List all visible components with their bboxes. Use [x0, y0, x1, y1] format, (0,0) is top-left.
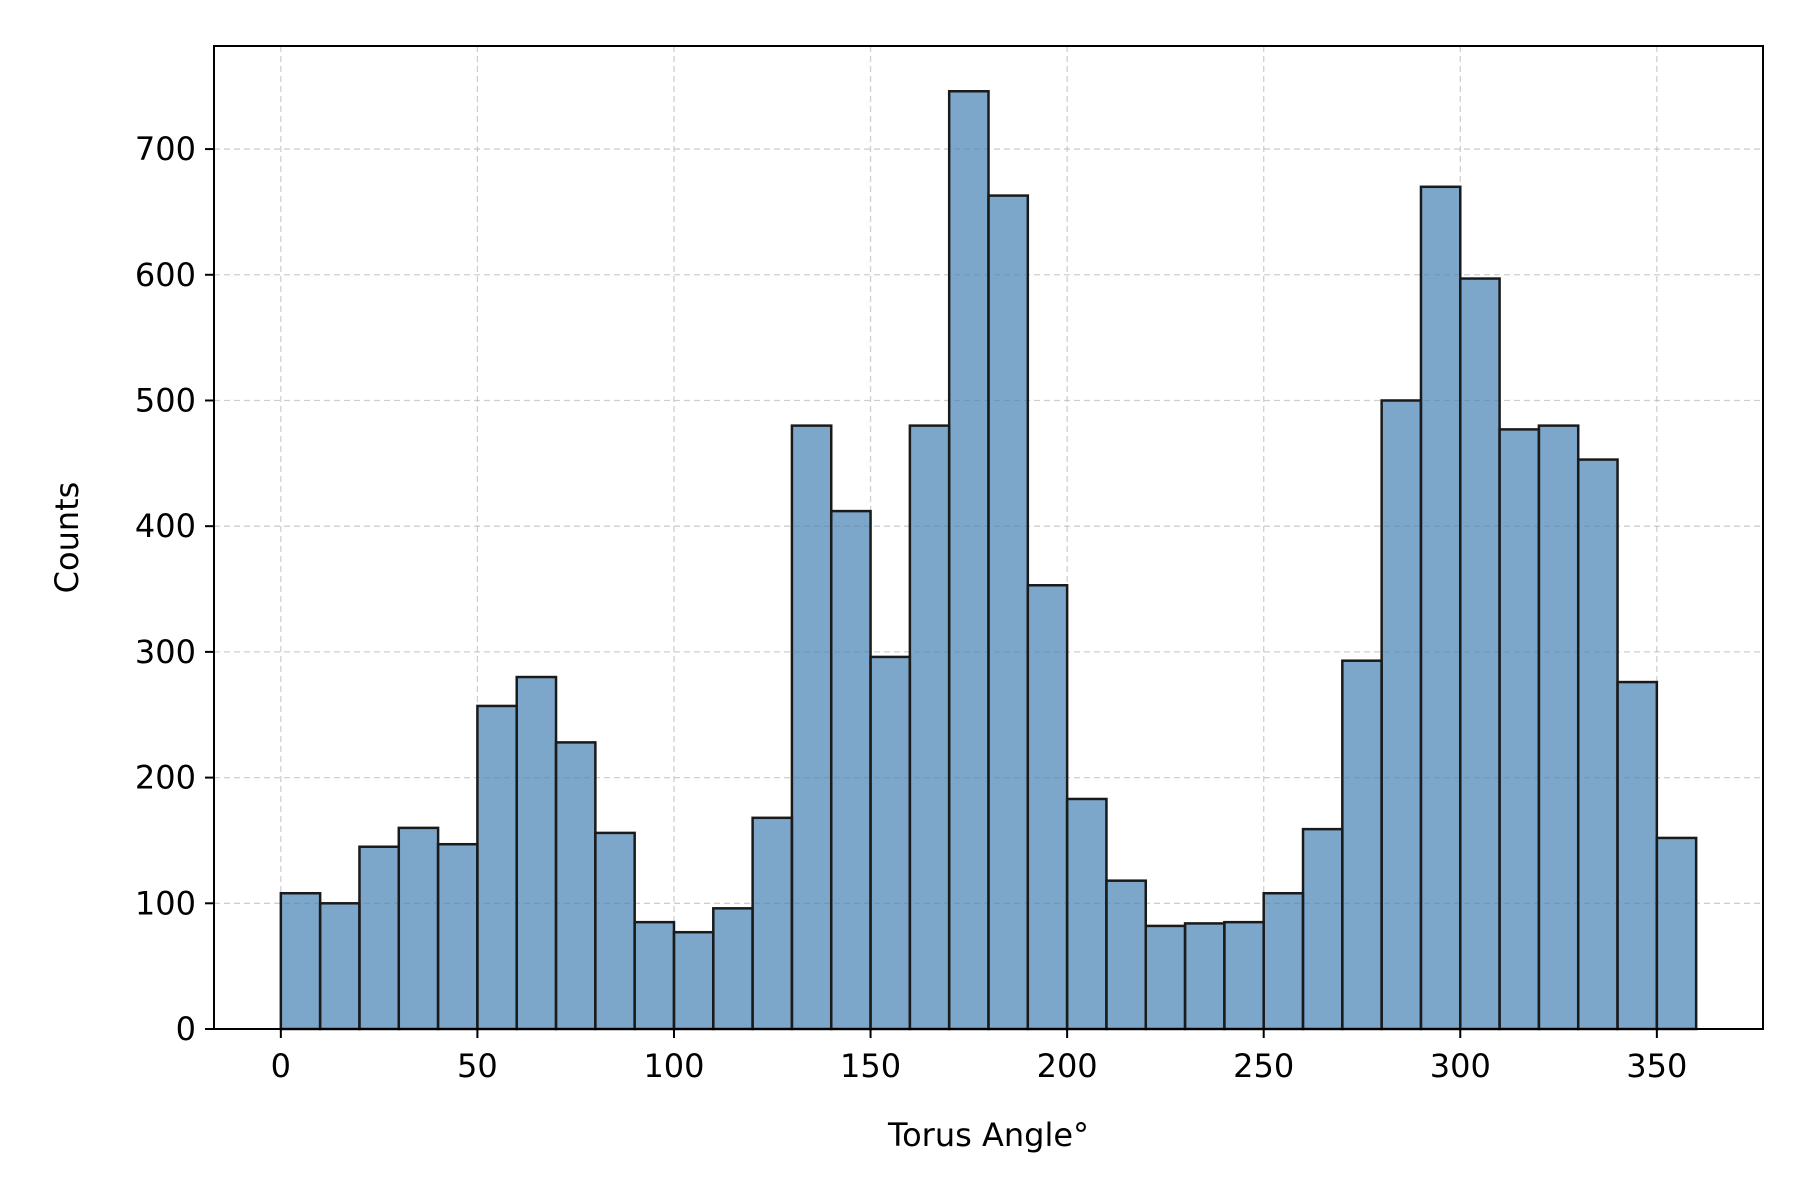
x-tick-label: 100 — [643, 1047, 704, 1085]
y-tick-label: 0 — [176, 1010, 196, 1048]
y-tick-label: 100 — [135, 884, 196, 922]
x-tick-label: 0 — [271, 1047, 291, 1085]
histogram-bar — [1183, 922, 1226, 1031]
x-tick-label: 350 — [1626, 1047, 1687, 1085]
histogram-bar — [1144, 924, 1187, 1031]
histogram-bar — [672, 930, 715, 1031]
x-tick-label: 200 — [1037, 1047, 1098, 1085]
histogram-bar — [947, 90, 990, 1031]
histogram-bar — [1498, 428, 1541, 1031]
histogram-bar — [1223, 920, 1265, 1031]
y-axis-ticks: 0 100 200 300 400 500 600 700 — [135, 130, 214, 1048]
histogram-bar — [594, 831, 636, 1031]
histogram-bar — [515, 675, 558, 1031]
histogram-bar — [1341, 659, 1383, 1031]
histogram-bar — [318, 902, 361, 1031]
y-tick-label: 700 — [135, 130, 196, 168]
histogram-bar — [397, 826, 440, 1031]
histogram-bar — [279, 891, 322, 1031]
histogram-bar — [908, 424, 951, 1031]
x-axis-label: Torus Angle° — [887, 1116, 1089, 1154]
histogram-bar — [476, 704, 518, 1031]
histogram-bar — [1459, 277, 1501, 1031]
x-tick-label: 150 — [840, 1047, 901, 1085]
histogram-bar — [1576, 458, 1619, 1031]
x-axis-ticks: 0 50 100 150 200 250 300 350 — [271, 1029, 1687, 1085]
plot-frame — [213, 45, 1764, 1030]
histogram-bar — [1380, 399, 1423, 1031]
y-tick-label: 500 — [135, 381, 196, 419]
x-tick-label: 250 — [1233, 1047, 1294, 1085]
histogram-bar — [358, 845, 401, 1031]
y-axis-label: Counts — [48, 482, 86, 594]
x-tick-label: 50 — [457, 1047, 498, 1085]
histogram-bar — [1537, 424, 1580, 1031]
histogram-bar — [1105, 879, 1148, 1031]
histogram-bar — [829, 509, 872, 1031]
histogram-bar — [554, 741, 597, 1031]
histogram-bar — [1262, 891, 1305, 1031]
histogram-bar — [751, 816, 794, 1031]
y-tick-label: 300 — [135, 633, 196, 671]
y-tick-label: 400 — [135, 507, 196, 545]
histogram-bar — [987, 194, 1030, 1031]
histogram-bar — [1419, 185, 1462, 1031]
histogram-bar — [633, 920, 676, 1031]
histogram-bar — [1616, 680, 1659, 1031]
histogram-bar — [436, 842, 479, 1031]
histogram-bar — [1655, 836, 1698, 1031]
y-tick-label: 600 — [135, 256, 196, 294]
histogram-bar — [712, 907, 754, 1031]
histogram-bars — [279, 90, 1698, 1031]
histogram-bar — [869, 655, 912, 1031]
histogram-bar — [1026, 584, 1069, 1031]
x-tick-label: 300 — [1430, 1047, 1491, 1085]
histogram-bar — [1301, 827, 1344, 1031]
histogram-bar — [1065, 797, 1108, 1031]
histogram-bar — [790, 424, 833, 1031]
y-tick-label: 200 — [135, 759, 196, 797]
